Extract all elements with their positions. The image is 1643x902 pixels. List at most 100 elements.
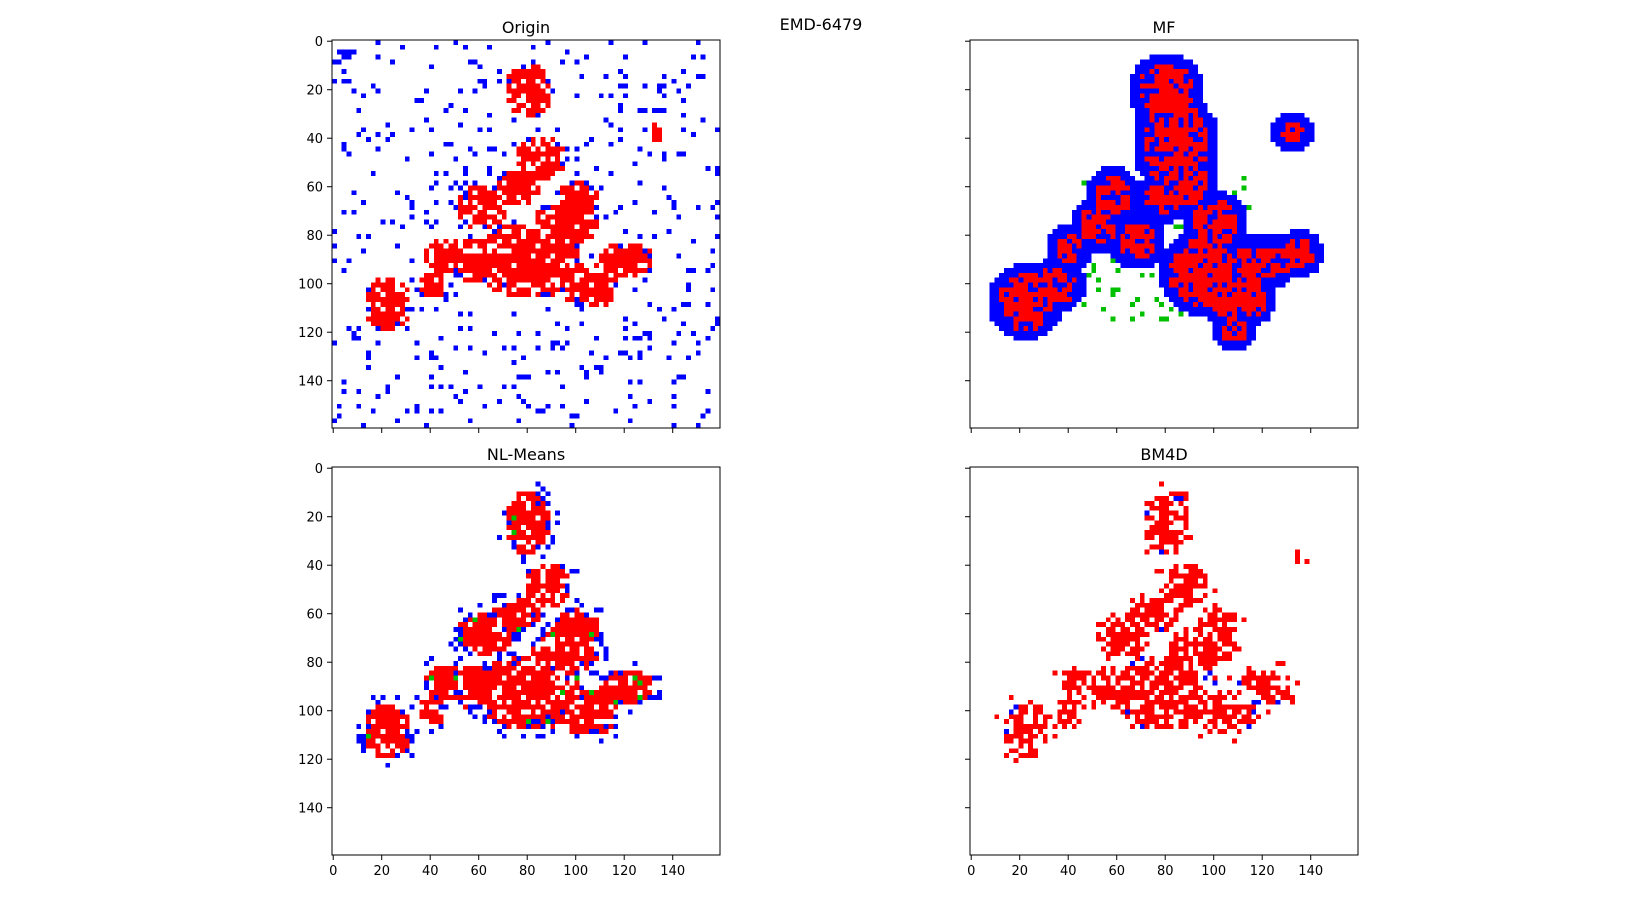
heatmap-cell <box>1120 238 1126 244</box>
heatmap-cell <box>429 719 434 725</box>
heatmap-cell <box>1236 248 1242 254</box>
heatmap-cell <box>535 530 541 535</box>
heatmap-cell <box>370 709 376 715</box>
heatmap-cell <box>555 588 560 594</box>
heatmap-cell <box>1246 253 1252 259</box>
heatmap-cell <box>535 539 541 545</box>
heatmap-cell <box>1256 277 1261 283</box>
heatmap-cell <box>994 714 1000 720</box>
heatmap-cell <box>1207 272 1213 278</box>
heatmap-cell <box>1071 234 1077 239</box>
heatmap-cell <box>467 146 473 152</box>
heatmap-cell <box>1261 306 1266 312</box>
heatmap-cell <box>526 112 531 118</box>
heatmap-cell <box>521 515 526 521</box>
heatmap-cell <box>1280 112 1286 118</box>
heatmap-cell <box>545 234 551 239</box>
heatmap-cell <box>1081 277 1087 283</box>
heatmap-cell <box>1222 636 1228 642</box>
heatmap-cell <box>1299 243 1305 249</box>
heatmap-cell <box>705 389 711 395</box>
heatmap-cell <box>535 699 541 705</box>
heatmap-cell <box>521 103 526 108</box>
heatmap-cell <box>1173 530 1179 535</box>
heatmap-cell <box>511 510 517 516</box>
x-tick-label: 20 <box>1011 864 1028 879</box>
heatmap-cell <box>1314 238 1320 244</box>
heatmap-cell <box>361 423 366 428</box>
heatmap-cell <box>584 369 590 375</box>
heatmap-cell <box>559 612 565 618</box>
heatmap-cell <box>1003 728 1009 734</box>
heatmap-cell <box>1197 229 1203 234</box>
heatmap-cell <box>1227 238 1232 244</box>
heatmap-cell <box>1178 267 1184 273</box>
heatmap-cell <box>1008 321 1014 327</box>
heatmap-cell <box>1299 267 1305 273</box>
heatmap-cell <box>613 704 619 710</box>
heatmap-cell <box>1067 292 1072 298</box>
heatmap-cell <box>613 714 619 720</box>
heatmap-cell <box>467 243 473 249</box>
heatmap-cell <box>1052 248 1058 254</box>
heatmap-cell <box>424 709 429 715</box>
heatmap-cell <box>1149 180 1155 186</box>
heatmap-cell <box>545 267 551 273</box>
heatmap-cell <box>1159 277 1164 283</box>
heatmap-cell <box>506 234 512 239</box>
heatmap-cell <box>715 234 720 239</box>
heatmap-cell <box>1052 263 1058 268</box>
heatmap-cell <box>1285 122 1291 128</box>
heatmap-cell <box>1304 117 1310 123</box>
heatmap-cell <box>559 219 565 225</box>
heatmap-cell <box>1144 209 1150 215</box>
heatmap-cell <box>516 704 522 710</box>
heatmap-cell <box>506 631 512 637</box>
heatmap-cell <box>1008 277 1014 283</box>
heatmap-cell <box>1057 306 1063 312</box>
heatmap-cell <box>1013 321 1019 327</box>
heatmap-cell <box>1149 670 1155 676</box>
heatmap-cell <box>341 78 347 84</box>
heatmap-cell <box>467 685 473 691</box>
heatmap-cell <box>1193 311 1198 317</box>
heatmap-cell <box>1013 311 1019 317</box>
heatmap-cell <box>715 200 720 205</box>
heatmap-cell <box>1013 277 1019 283</box>
heatmap-cell <box>1222 224 1228 230</box>
heatmap-cell <box>1256 685 1261 691</box>
heatmap-cell <box>501 690 507 695</box>
heatmap-cell <box>385 762 391 768</box>
heatmap-cell <box>661 151 667 157</box>
heatmap-cell <box>1285 277 1291 283</box>
heatmap-cell <box>370 170 376 176</box>
heatmap-cell <box>545 156 551 162</box>
heatmap-cell <box>1173 656 1179 661</box>
heatmap-cell <box>579 728 585 734</box>
heatmap-cell <box>1100 195 1106 201</box>
heatmap-cell <box>482 219 488 225</box>
heatmap-cell <box>1105 209 1111 215</box>
heatmap-cell <box>1188 704 1194 710</box>
heatmap-cell <box>1168 166 1174 171</box>
heatmap-cell <box>1294 238 1300 244</box>
heatmap-cell <box>1120 685 1126 691</box>
heatmap-cell <box>535 263 541 268</box>
heatmap-cell <box>1144 699 1150 705</box>
heatmap-cell <box>1188 665 1194 671</box>
heatmap-cell <box>1144 151 1150 157</box>
heatmap-cell <box>1023 292 1029 298</box>
heatmap-cell <box>530 505 536 511</box>
heatmap-cell <box>526 593 531 598</box>
heatmap-cell <box>559 185 565 191</box>
heatmap-cell <box>574 238 580 244</box>
heatmap-cell <box>589 185 594 191</box>
heatmap-cell <box>999 321 1004 327</box>
heatmap-cell <box>690 331 696 336</box>
heatmap-cell <box>448 267 454 273</box>
heatmap-cell <box>555 617 560 623</box>
heatmap-cell <box>1304 272 1310 278</box>
heatmap-cell <box>1173 64 1179 70</box>
heatmap-cell <box>1139 132 1145 137</box>
